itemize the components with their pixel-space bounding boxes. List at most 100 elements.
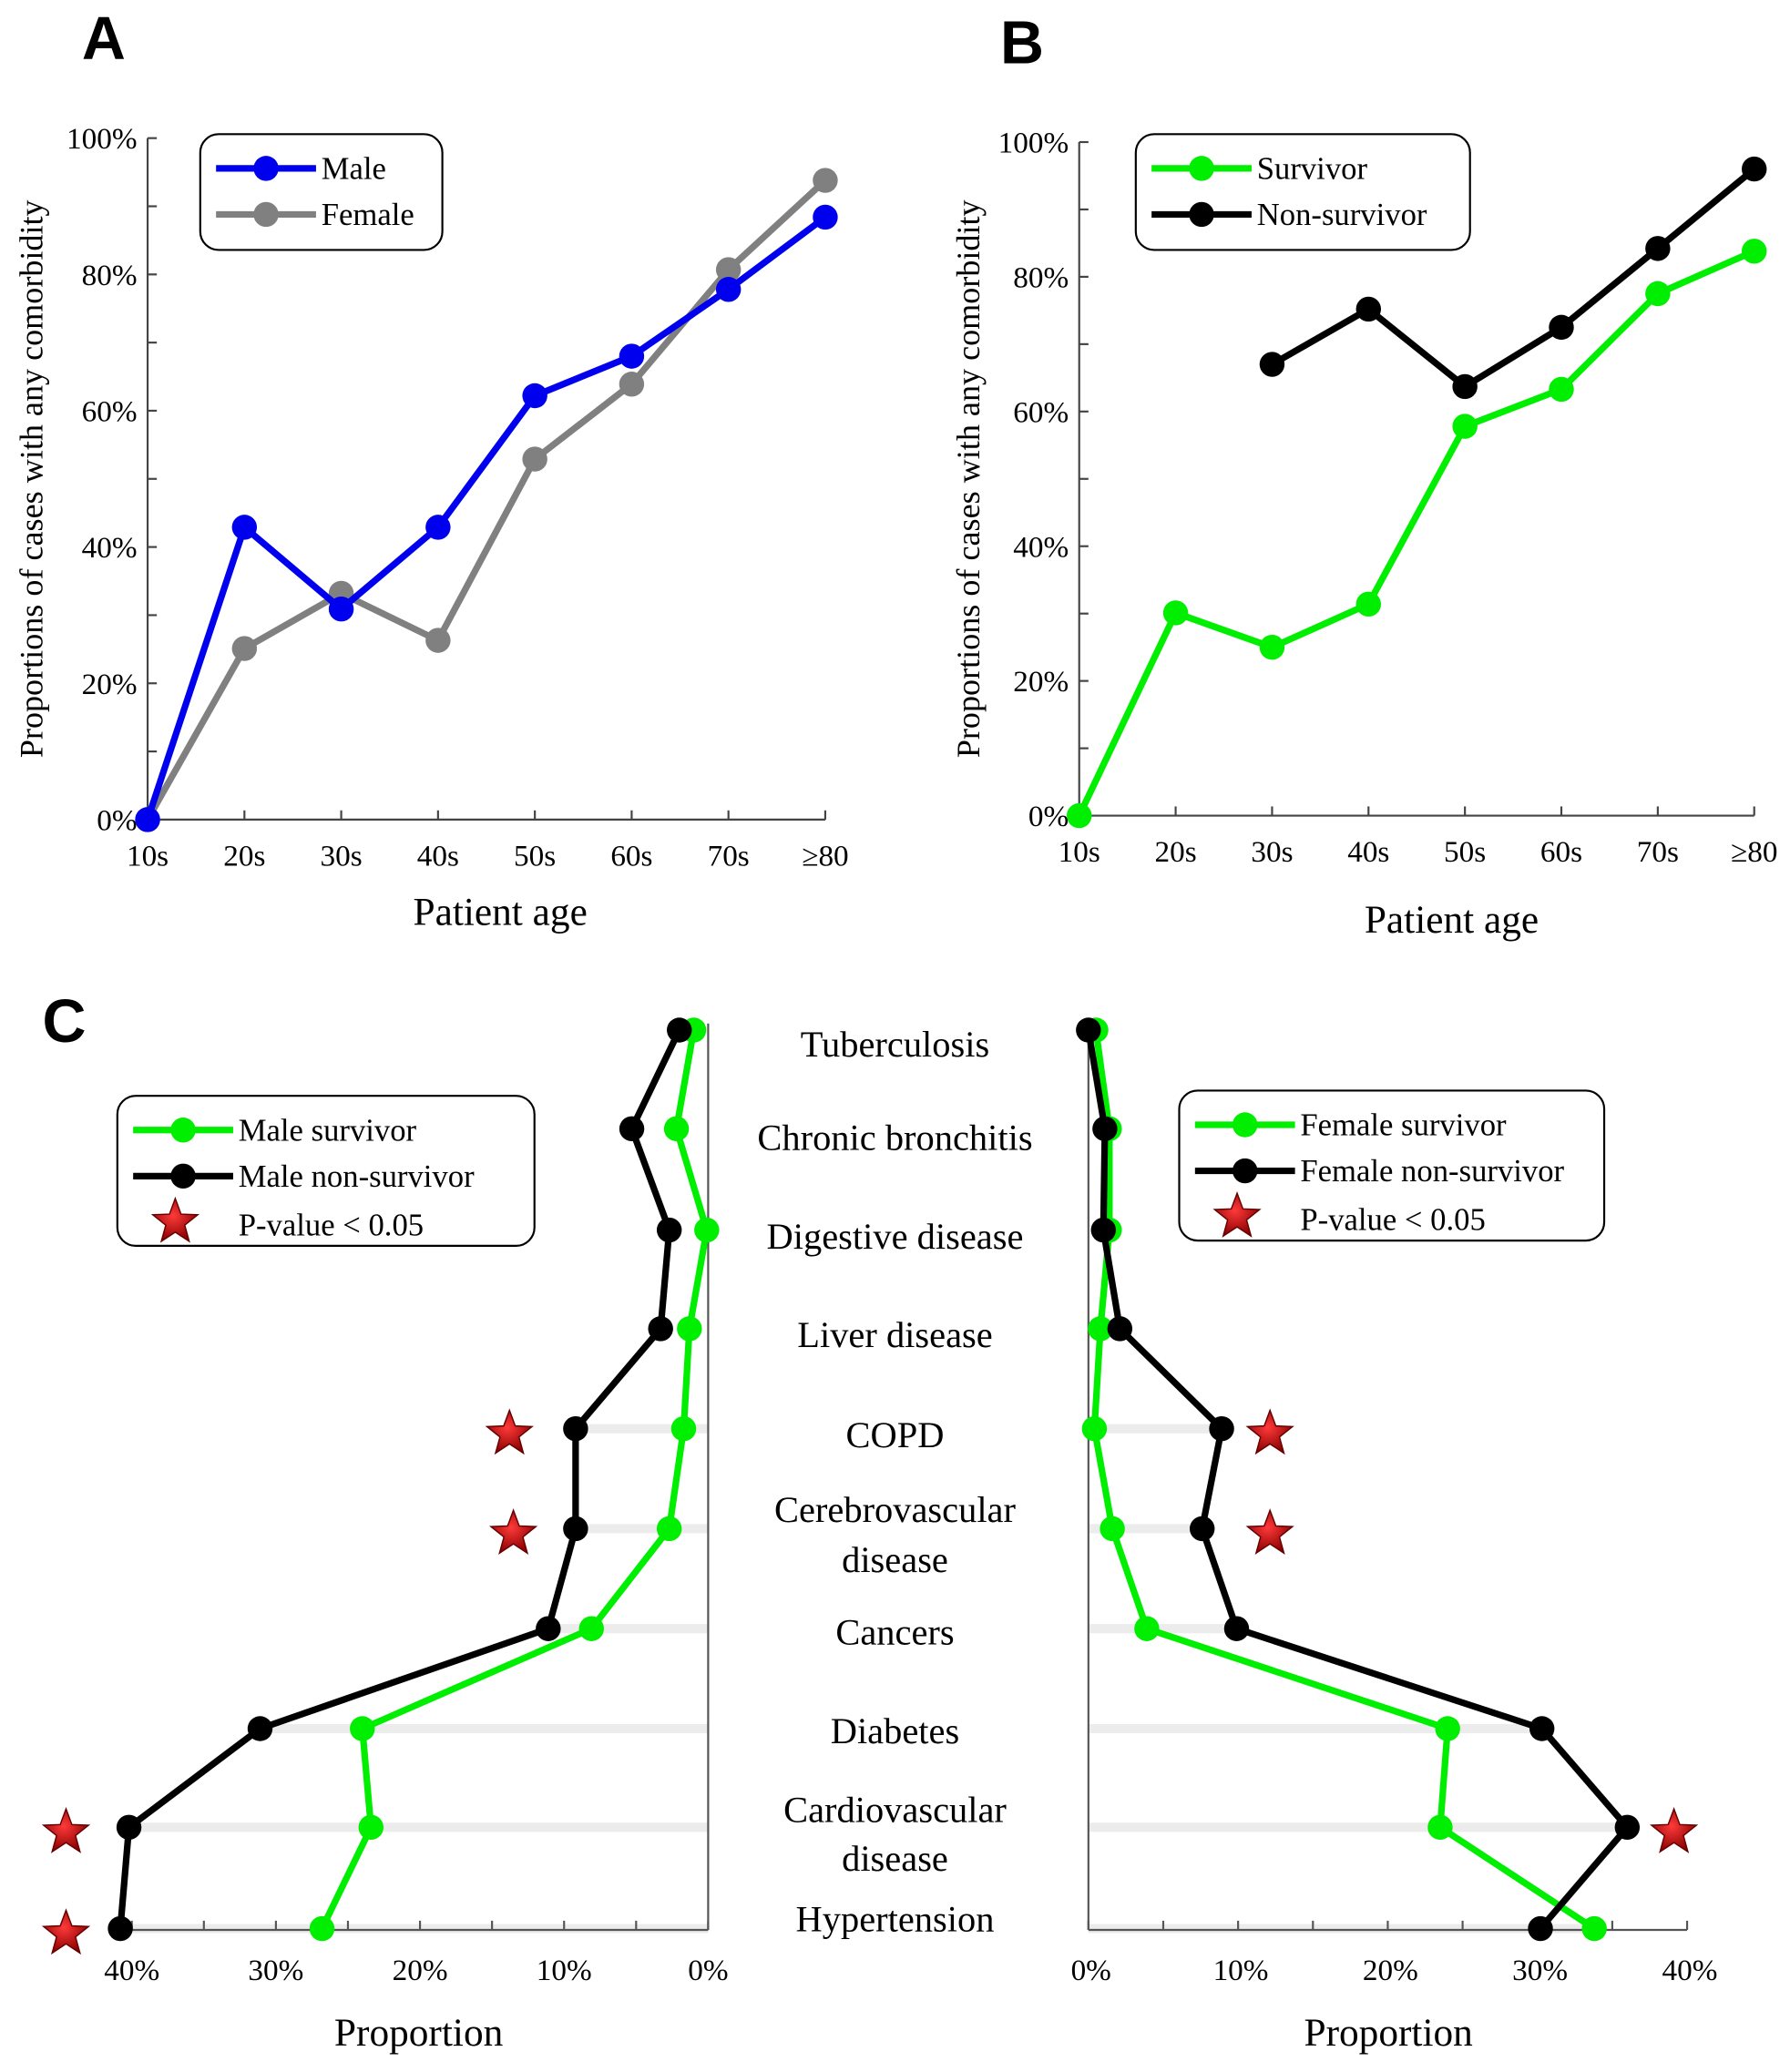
x-axis-label: Patient age [1365,898,1539,942]
category-label: Cerebrovascular [774,1489,1016,1530]
panel-a-series-1-point [715,257,742,282]
legend-label: Male [322,151,386,186]
legend-label: Non-survivor [1257,198,1427,232]
panel-c-male-legend: Male survivor Male non-survivor P-value < … [116,1095,536,1247]
panel-c-male-series-1-point [667,1017,692,1043]
panel-b-chart: 0% 20% 40% 60% 80% 100% 10s 20s 30s 40s 50s 60s 70s ≥… [950,127,1778,943]
significance-star-icon [41,1908,91,1955]
panel-c-male-series-1-point [563,1415,588,1442]
panel-a-series-0-point [522,383,547,409]
panel-c-female-series-1-point [1189,1516,1215,1542]
panel-a-series-1-point [425,628,451,653]
y-tick-label: 40% [82,531,138,565]
legend-swatch-marker [253,201,279,228]
legend-swatch-marker [1233,1112,1258,1138]
legend-label: P-value < 0.05 [239,1208,424,1242]
x-tick-label: 50s [514,839,556,873]
y-tick-label: 20% [82,668,138,701]
panel-c-female-series-0-line [1090,1029,1597,1932]
significance-star-icon [485,1408,534,1455]
legend-swatch-marker [170,1118,196,1143]
legend-label: Female [322,198,414,232]
panel-c-female-legend: Female survivor Female non-survivor P-valu… [1178,1089,1606,1242]
panel-c-male-series-1-point [656,1217,682,1243]
y-tick-label: 60% [82,395,138,429]
category-label: Cancers [835,1612,954,1653]
panel-c-female-series-1-point [1528,1915,1553,1942]
panel-b-series-0-point [1549,376,1574,403]
panel-c-male-series-0-point [670,1415,697,1442]
panel-c-female-series-1-point [1107,1316,1133,1342]
y-tick-label: 20% [1013,665,1069,699]
panel-c-female-series-1-point [1076,1017,1101,1043]
legend-swatch-marker [170,1163,196,1189]
panel-b-series-1-line [1270,166,1757,391]
panel-a-series-0-point [135,807,160,832]
x-tick-label: 30s [321,839,363,873]
y-tick-label: 100% [66,122,138,156]
panel-letter-c: C [43,988,87,1056]
x-tick-label: 60s [1540,835,1582,869]
panel-a-series-0-point [619,343,645,369]
panel-letter-b: B [1000,9,1044,77]
category-label: Chronic bronchitis [757,1117,1032,1158]
x-tick-label: 30% [1512,1954,1568,1987]
panel-letter-a: A [82,5,126,73]
panel-c-female-series-1-point [1529,1716,1555,1741]
panel-a-series-1-point [522,446,547,472]
panel-a-chart: 0% 20% 40% 60% 80% 100% 10s 20s 30s 40s 50s 60s 70s ≥… [14,122,849,934]
y-axis-label: Proportions of cases with any comorbidit… [950,199,987,758]
x-tick-label: 10s [127,839,169,873]
y-tick-label: 80% [82,259,138,292]
panel-b-series-1-point [1645,236,1671,261]
x-tick-label: ≥80 [802,839,848,873]
legend-swatch-marker [253,156,279,181]
panel-c-female-series-0-point [1100,1516,1125,1542]
x-tick-label: 10s [1059,835,1100,869]
x-axis-label: Proportion [1304,2011,1473,2055]
panel-b-series-0-line [1076,248,1756,818]
panel-b-series-0-point [1742,239,1767,264]
panel-a-series-0-point [328,596,354,622]
panel-b-series-1-point [1549,314,1574,341]
y-tick-label: 60% [1013,395,1069,429]
legend-label: P-value < 0.05 [1300,1203,1485,1238]
panel-c-male-series-1-point [107,1915,133,1942]
panel-c-male-series-0-point [309,1915,335,1942]
panel-b-series-1-point [1452,373,1478,400]
legend-swatch-marker [1189,156,1214,181]
panel-c-female-chart: 0% 10% 20% 30% 40% Proportion [1071,1017,1717,2055]
panel-b-series-1-point [1355,296,1382,322]
x-tick-label: 30% [248,1954,303,1987]
panel-b-series-0-point [1645,281,1671,307]
panel-c-female-series-0-point [1435,1716,1460,1741]
y-tick-label: 40% [1013,530,1069,564]
panel-c-male-series-0-line [319,1029,711,1931]
y-axis-label: Proportions of cases with any comorbidit… [14,199,50,758]
x-tick-label: 40s [1347,835,1389,869]
panel-a-series-0-point [715,277,742,302]
panel-a-series-1-point [813,168,838,193]
legend-label: Male survivor [239,1113,417,1148]
x-tick-label: 20% [1363,1954,1418,1987]
legend-swatch-marker [1189,201,1214,228]
x-tick-label: 10% [537,1954,592,1987]
category-label: disease [842,1838,948,1879]
panel-a-series-0-line [144,214,828,822]
x-tick-label: 0% [1071,1954,1111,1987]
panel-c-female-series-1-point [1090,1217,1116,1243]
significance-star-icon [41,1807,91,1853]
significance-star-icon [488,1508,538,1555]
x-tick-label: 50s [1444,835,1486,869]
category-label: Tuberculosis [801,1024,989,1065]
x-tick-label: 10% [1213,1954,1269,1987]
legend-box [1134,133,1471,251]
star-icon [1212,1191,1262,1238]
significance-star-icon [1245,1508,1294,1555]
panel-c-male-chart: 40% 30% 20% 10% 0% Proportion [104,1017,729,2055]
panel-a-series-1-point [231,636,258,661]
x-axis-label: Proportion [334,2011,504,2055]
y-tick-label: 0% [97,803,137,837]
legend-swatch-marker [1233,1158,1258,1184]
panel-c-female-series-1-point [1614,1814,1641,1841]
